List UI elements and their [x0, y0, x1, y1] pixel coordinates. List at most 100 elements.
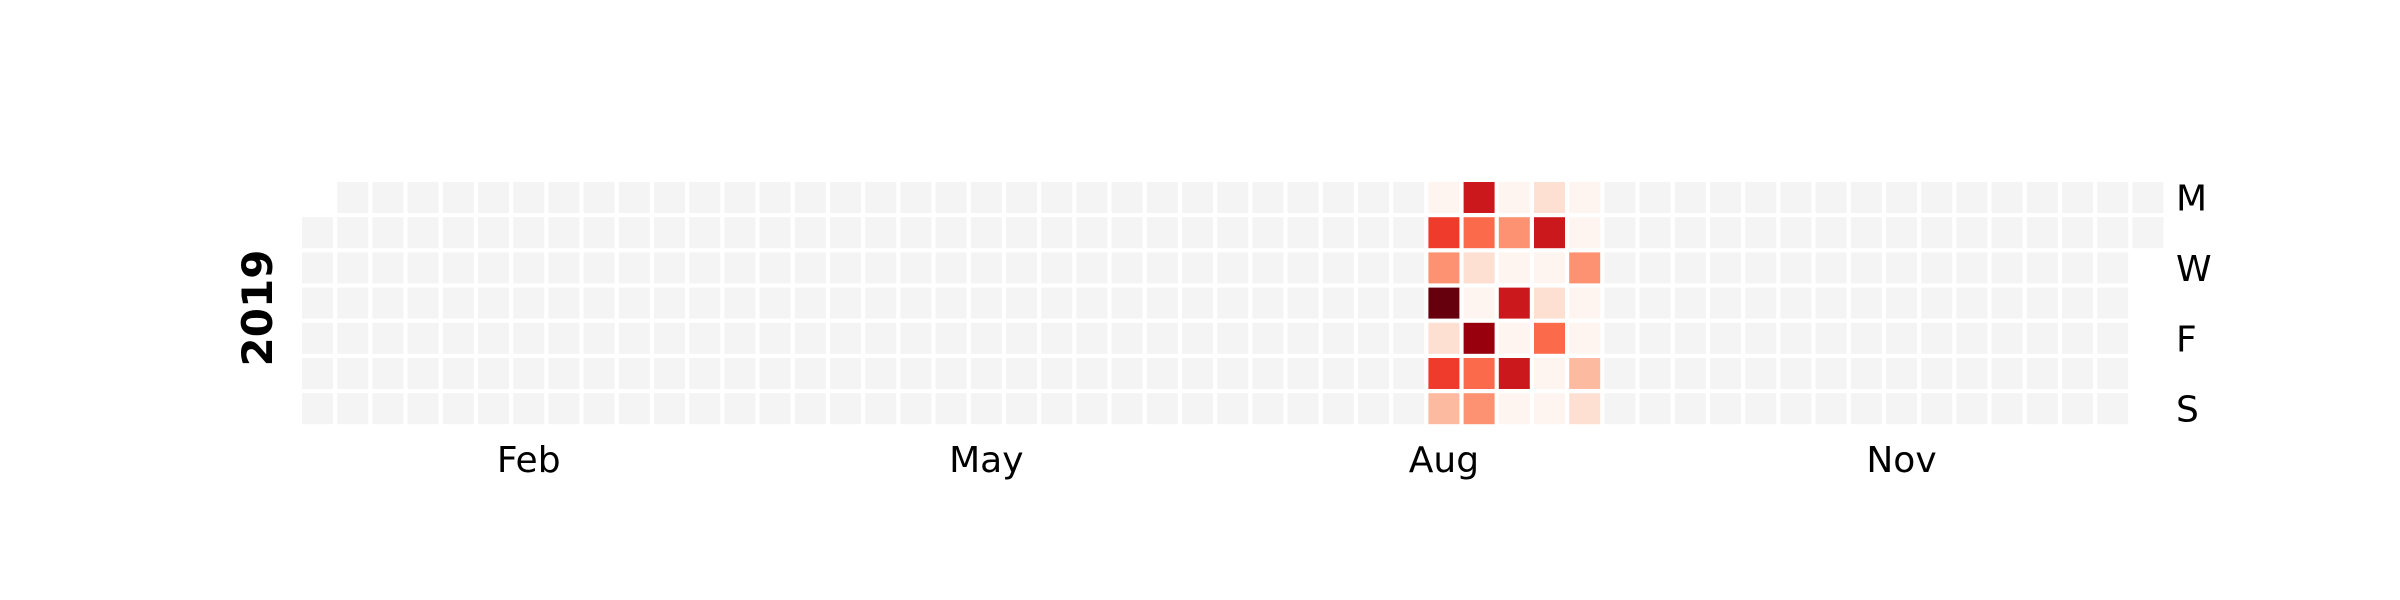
- heatmap-cell: [618, 217, 650, 249]
- heatmap-cell: [900, 252, 932, 284]
- heatmap-cell: [865, 287, 897, 319]
- heatmap-cell: [654, 182, 685, 213]
- heatmap-cells: [302, 182, 2164, 425]
- heatmap-cell: [724, 322, 756, 354]
- heatmap-cell: [1322, 393, 1354, 425]
- heatmap-cell: [1006, 393, 1037, 425]
- heatmap-cell: [1182, 393, 1213, 425]
- heatmap-cell: [548, 182, 580, 213]
- heatmap-cell: [1358, 252, 1389, 284]
- heatmap-cell: [1674, 182, 1706, 213]
- heatmap-cell: [1991, 252, 2023, 284]
- heatmap-cell: [1358, 358, 1389, 389]
- heatmap-cell: [1710, 287, 1741, 319]
- heatmap-cell: [1710, 252, 1741, 284]
- heatmap-cell: [689, 287, 721, 319]
- heatmap-cell: [1674, 252, 1706, 284]
- heatmap-cell: [1534, 358, 1565, 389]
- heatmap-cell: [337, 217, 369, 249]
- heatmap-cell: [2097, 322, 2129, 354]
- heatmap-cell: [1111, 182, 1143, 213]
- heatmap-cell: [794, 393, 826, 425]
- heatmap-cell: [1850, 182, 1882, 213]
- heatmap-cell: [654, 358, 685, 389]
- heatmap-cell: [1393, 217, 1425, 249]
- heatmap-cell: [583, 182, 615, 213]
- heatmap-cell: [759, 393, 791, 425]
- heatmap-cell: [548, 322, 580, 354]
- heatmap-cell: [1886, 358, 1917, 389]
- heatmap-cell: [1956, 322, 1988, 354]
- heatmap-cell: [2097, 217, 2129, 249]
- heatmap-cell: [1287, 322, 1319, 354]
- heatmap-cell: [794, 182, 826, 213]
- heatmap-cell: [654, 252, 685, 284]
- heatmap-cell: [1041, 322, 1073, 354]
- heatmap-cell: [478, 393, 509, 425]
- heatmap-cell: [1146, 182, 1178, 213]
- heatmap-cell: [1006, 287, 1037, 319]
- heatmap-cell: [1322, 182, 1354, 213]
- heatmap-cell: [865, 252, 897, 284]
- heatmap-cell: [1252, 393, 1284, 425]
- heatmap-cell: [1287, 217, 1319, 249]
- heatmap-cell: [583, 393, 615, 425]
- month-label-aug: Aug: [1409, 440, 1479, 481]
- heatmap-cell: [1146, 358, 1178, 389]
- heatmap-cell: [689, 358, 721, 389]
- heatmap-cell: [583, 252, 615, 284]
- heatmap-cell: [1393, 358, 1425, 389]
- heatmap-cell: [654, 287, 685, 319]
- heatmap-cell: [2097, 358, 2129, 389]
- heatmap-cell: [2062, 358, 2093, 389]
- heatmap-cell: [513, 182, 545, 213]
- heatmap-cell: [1287, 182, 1319, 213]
- heatmap-cell: [794, 358, 826, 389]
- heatmap-cell: [478, 322, 509, 354]
- heatmap-cell: [759, 252, 791, 284]
- heatmap-cell: [724, 252, 756, 284]
- heatmap-cell: [548, 393, 580, 425]
- heatmap-cell: [689, 252, 721, 284]
- heatmap-cell: [2026, 252, 2058, 284]
- heatmap-cell: [1287, 358, 1319, 389]
- heatmap-cell: [1498, 322, 1530, 354]
- heatmap-cell: [689, 393, 721, 425]
- heatmap-cell: [830, 393, 861, 425]
- heatmap-cell: [1815, 393, 1847, 425]
- heatmap-cell: [830, 358, 861, 389]
- heatmap-cell: [618, 358, 650, 389]
- heatmap-cell: [1358, 217, 1389, 249]
- heatmap-cell: [548, 217, 580, 249]
- heatmap-cell: [1287, 287, 1319, 319]
- heatmap-cell: [1463, 322, 1495, 354]
- heatmap-cell: [830, 322, 861, 354]
- heatmap-cell: [1498, 287, 1530, 319]
- heatmap-cell: [407, 322, 439, 354]
- heatmap-cell: [900, 287, 932, 319]
- heatmap-cell: [513, 322, 545, 354]
- heatmap-cell: [1322, 217, 1354, 249]
- heatmap-cell: [1182, 322, 1213, 354]
- heatmap-cell: [1850, 322, 1882, 354]
- heatmap-cell: [759, 322, 791, 354]
- heatmap-cell: [1850, 393, 1882, 425]
- heatmap-cell: [618, 252, 650, 284]
- heatmap-cell: [935, 393, 967, 425]
- heatmap-cell: [1252, 322, 1284, 354]
- heatmap-cell: [970, 393, 1002, 425]
- heatmap-cell: [1745, 252, 1777, 284]
- heatmap-cell: [724, 287, 756, 319]
- heatmap-cell: [759, 217, 791, 249]
- heatmap-cell: [1111, 217, 1143, 249]
- heatmap-cell: [1498, 182, 1530, 213]
- heatmap-cell: [1041, 252, 1073, 284]
- heatmap-cell: [1217, 358, 1249, 389]
- heatmap-cell: [1146, 322, 1178, 354]
- heatmap-cell: [1041, 287, 1073, 319]
- heatmap-cell: [1674, 217, 1706, 249]
- heatmap-cell: [513, 252, 545, 284]
- heatmap-cell: [302, 252, 333, 284]
- heatmap-cell: [2026, 358, 2058, 389]
- heatmap-cell: [1428, 182, 1460, 213]
